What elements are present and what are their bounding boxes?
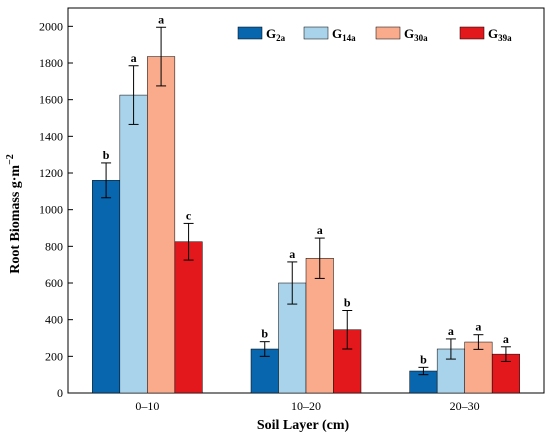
legend-swatch bbox=[375, 26, 401, 40]
significance-letter: a bbox=[503, 332, 509, 346]
y-tick-label: 1400 bbox=[39, 129, 63, 143]
y-axis-title-main: Root Biomass g·m bbox=[8, 165, 23, 274]
legend-label-subscript: 30a bbox=[414, 33, 428, 43]
legend-label-subscript: 39a bbox=[498, 33, 512, 43]
legend-label-name: G bbox=[332, 26, 342, 41]
bar bbox=[92, 180, 121, 394]
y-axis-title-superscript: −2 bbox=[5, 154, 16, 165]
significance-letter: c bbox=[186, 208, 192, 222]
y-axis-title: Root Biomass g·m−2 bbox=[5, 154, 23, 274]
bar bbox=[119, 94, 148, 394]
y-tick-label: 1600 bbox=[39, 93, 63, 107]
y-tick-label: 0 bbox=[57, 386, 63, 400]
legend-label: G2a bbox=[266, 26, 286, 43]
legend-swatch bbox=[237, 26, 263, 40]
bar bbox=[174, 241, 203, 394]
y-tick-label: 2000 bbox=[39, 19, 63, 33]
x-tick-label: 10–20 bbox=[291, 399, 321, 413]
significance-letter: a bbox=[131, 51, 137, 65]
significance-letter: a bbox=[289, 247, 295, 261]
significance-letter: b bbox=[103, 148, 110, 162]
significance-letter: a bbox=[448, 324, 454, 338]
y-tick-label: 1000 bbox=[39, 203, 63, 217]
x-tick-label: 20–30 bbox=[450, 399, 480, 413]
bar bbox=[147, 56, 176, 394]
y-tick-label: 1800 bbox=[39, 56, 63, 70]
y-tick-label: 600 bbox=[45, 276, 63, 290]
x-tick-label: 0–10 bbox=[135, 399, 159, 413]
significance-letter: a bbox=[158, 12, 164, 26]
significance-letter: b bbox=[261, 327, 268, 341]
legend-label: G30a bbox=[404, 26, 428, 43]
y-tick-label: 200 bbox=[45, 349, 63, 363]
legend-label: G14a bbox=[332, 26, 356, 43]
y-tick-label: 1200 bbox=[39, 166, 63, 180]
bar bbox=[305, 258, 334, 394]
y-tick-label: 800 bbox=[45, 239, 63, 253]
bars: b a a c b a a b b a a a bbox=[92, 12, 520, 394]
legend-label-name: G bbox=[488, 26, 498, 41]
legend-label-subscript: 14a bbox=[342, 33, 356, 43]
legend-swatch bbox=[459, 26, 485, 40]
significance-letter: b bbox=[420, 352, 427, 366]
legend-label-name: G bbox=[266, 26, 276, 41]
legend-label-name: G bbox=[404, 26, 414, 41]
legend-swatch bbox=[303, 26, 329, 40]
x-axis-title: Soil Layer (cm) bbox=[257, 418, 350, 433]
significance-letter: a bbox=[475, 320, 481, 334]
legend-label: G39a bbox=[488, 26, 512, 43]
legend: G2a G14a G30a G39a bbox=[237, 26, 512, 43]
legend-label-subscript: 2a bbox=[276, 33, 286, 43]
significance-letter: a bbox=[317, 223, 323, 237]
significance-letter: b bbox=[344, 296, 351, 310]
y-tick-label: 400 bbox=[45, 313, 63, 327]
